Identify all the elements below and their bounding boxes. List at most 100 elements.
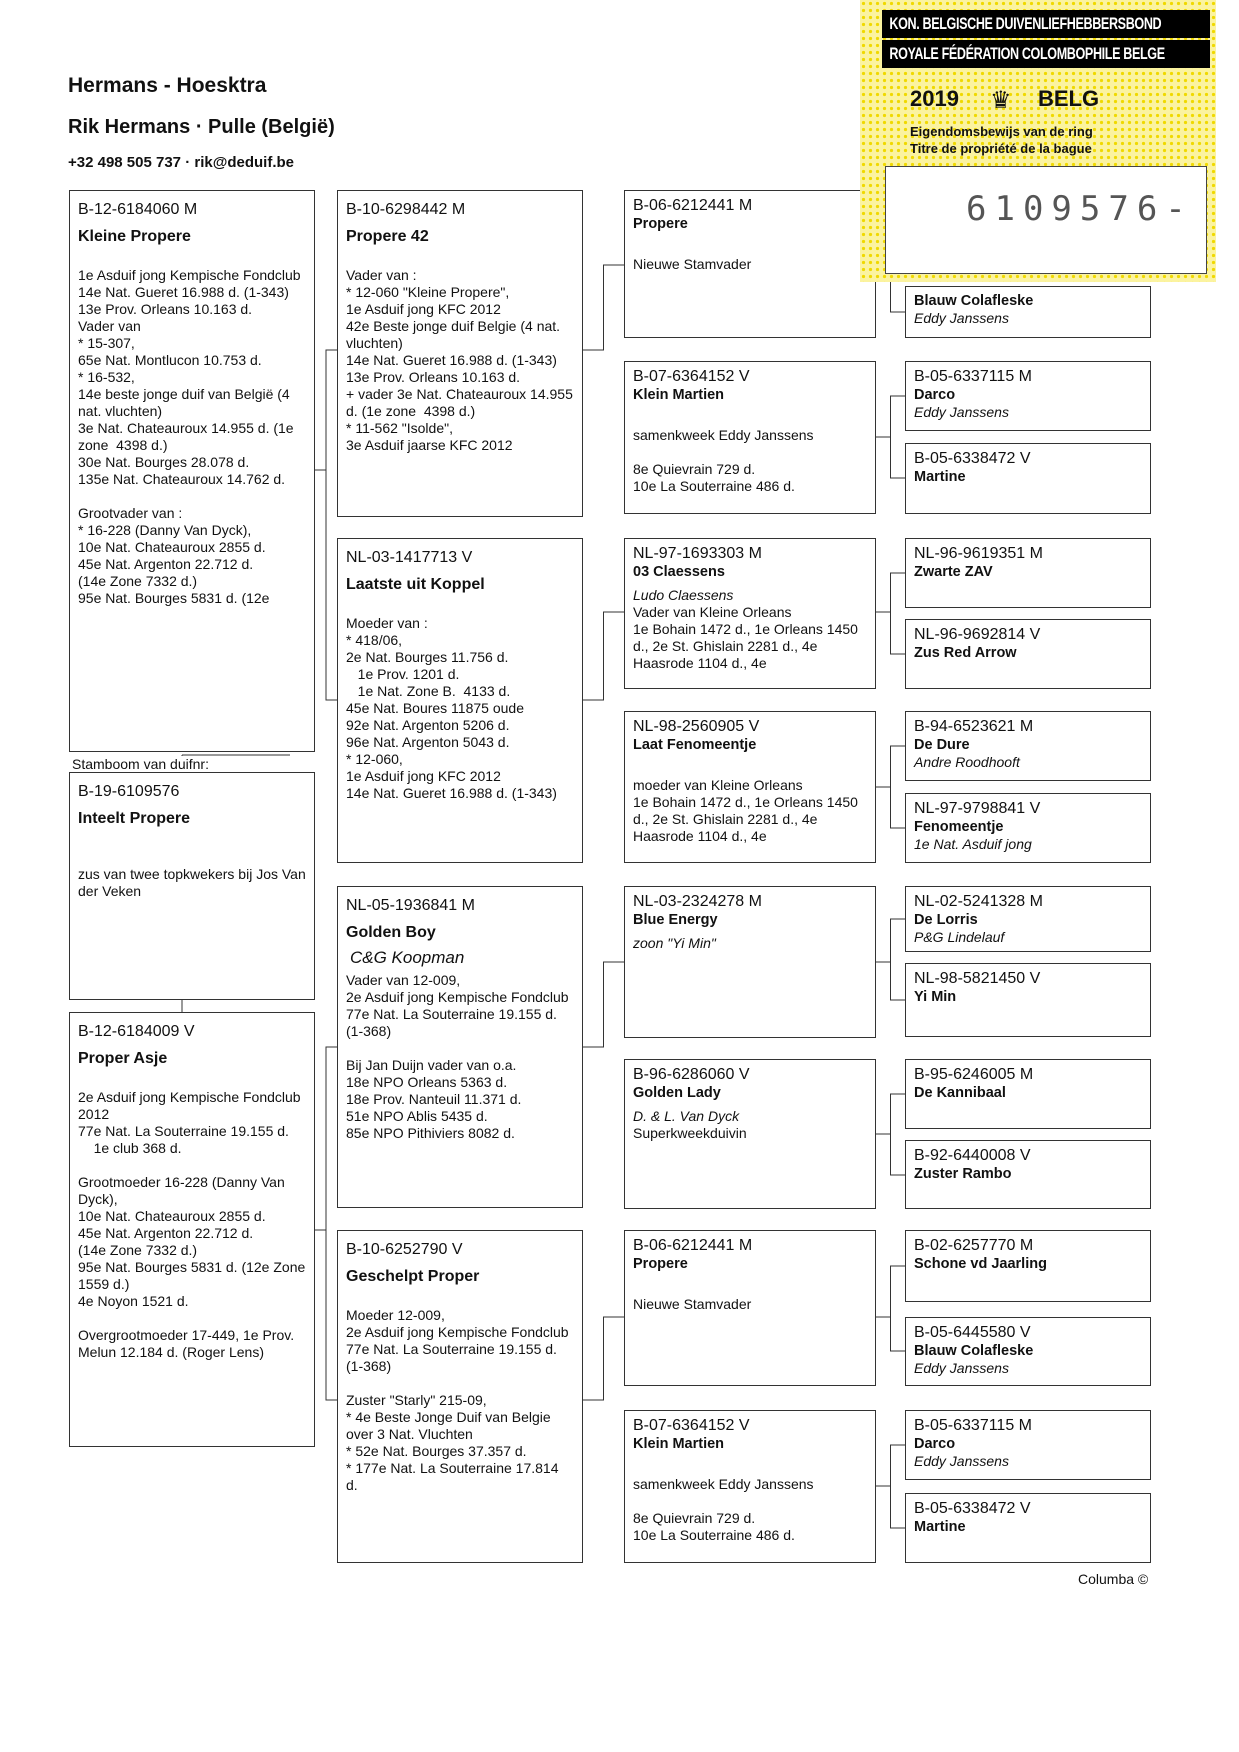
result-line: Moeder van : xyxy=(346,615,428,631)
result-line: Moeder 12-009, xyxy=(346,1307,445,1323)
ring-number: NL-96-9692814 V xyxy=(914,626,1041,643)
result-line: 1e Asduif jong KFC 2012 xyxy=(346,301,501,317)
pigeon-name: Klein Martien xyxy=(633,1436,725,1452)
spacer xyxy=(633,1459,867,1476)
spacer xyxy=(78,1310,306,1327)
crown-icon: ♛ xyxy=(990,87,1012,114)
breeder-note: P&G Lindelauf xyxy=(914,929,1005,945)
result-line: * 12-060, xyxy=(346,751,403,767)
result-line: * 12-060 "Kleine Propere", xyxy=(346,284,510,300)
pigeon-box: B-02-6257770 M Schone vd Jaarling xyxy=(905,1230,1151,1302)
result-line: * 4e Beste Jonge Duif van Belgie over 3 … xyxy=(346,1409,555,1442)
ring-number: B-12-6184009 V xyxy=(78,1023,195,1040)
pigeon-box: B-06-6212441 M Propere Nieuwe Stamvader xyxy=(624,1230,876,1386)
result-line: * 52e Nat. Bourges 37.357 d. xyxy=(346,1443,527,1459)
result-line: 10e La Souterraine 486 d. xyxy=(633,1527,795,1543)
spacer xyxy=(633,444,867,461)
result-line: 92e Nat. Argenton 5206 d. xyxy=(346,717,510,733)
ring-number: B-96-6286060 V xyxy=(633,1066,750,1083)
pigeon-box: B-96-6286060 V Golden Lady D. & L. Van Dyc… xyxy=(624,1059,876,1209)
pigeon-box: B-95-6246005 M De Kannibaal xyxy=(905,1059,1151,1129)
ring-number: NL-96-9619351 M xyxy=(914,545,1043,562)
pigeon-name: Laatste uit Koppel xyxy=(346,576,485,593)
result-line: Bij Jan Duijn vader van o.a. xyxy=(346,1057,517,1073)
result-line: Vader van 12-009, xyxy=(346,972,461,988)
pigeon-name: Inteelt Propere xyxy=(78,810,191,827)
pigeon-box: B-92-6440008 V Zuster Rambo xyxy=(905,1140,1151,1209)
pigeon-name: Darco xyxy=(914,387,956,403)
result-line: + vader 3e Nat. Chateauroux 14.955 d. (1… xyxy=(346,386,577,419)
stamp-text-nl: Eigendomsbewijs van de ring xyxy=(910,124,1093,139)
pigeon-box: B-05-6337115 M Darco Eddy Janssens xyxy=(905,361,1151,431)
pigeon-name: Zwarte ZAV xyxy=(914,564,993,580)
pigeon-box: NL-96-9692814 V Zus Red Arrow xyxy=(905,619,1151,689)
ring-number: B-05-6445580 V xyxy=(914,1324,1031,1341)
spacer xyxy=(633,1279,867,1296)
spacer xyxy=(633,1493,867,1510)
ring-number: B-92-6440008 V xyxy=(914,1147,1031,1164)
result-line: 3e Nat. Chateauroux 14.955 d. (1e zone 4… xyxy=(78,420,298,453)
pigeon-name: Propere 42 xyxy=(346,228,429,245)
pedigree-title: Hermans - Hoesktra xyxy=(68,74,267,97)
stamp-text-fr: Titre de propriété de la bague xyxy=(910,141,1092,156)
result-line: 2e Asduif jong Kempische Fondclub 2012 xyxy=(78,1089,305,1122)
result-line: moeder van Kleine Orleans xyxy=(633,777,803,793)
result-line: 13e Prov. Orleans 10.163 d. xyxy=(78,301,253,317)
breeder-note: 1e Nat. Asduif jong xyxy=(914,836,1032,852)
owner-location: Rik Hermans · Pulle (België) xyxy=(68,116,335,138)
pigeon-box: NL-97-9798841 V Fenomeentje 1e Nat. Asduif… xyxy=(905,793,1151,863)
breeder-note: C&G Koopman xyxy=(350,948,465,967)
ring-number: B-06-6212441 M xyxy=(633,197,753,214)
pigeon-box: B-05-6338472 V Martine xyxy=(905,443,1151,514)
result-line: 96e Nat. Argenton 5043 d. xyxy=(346,734,510,750)
stamp-year: 2019 xyxy=(910,86,959,111)
pigeon-name: De Dure xyxy=(914,737,970,753)
result-line: 95e Nat. Bourges 5831 d. (12e Zone 1559 … xyxy=(78,1259,310,1292)
result-line: 13e Prov. Orleans 10.163 d. xyxy=(346,369,521,385)
result-line: * 177e Nat. La Souterraine 17.814 d. xyxy=(346,1460,563,1493)
ring-number: NL-02-5241328 M xyxy=(914,893,1043,910)
pigeon-box: B-06-6212441 M Propere Nieuwe Stamvader xyxy=(624,190,876,338)
result-line: 1e Asduif jong KFC 2012 xyxy=(346,768,501,784)
stamp-bar-2: ROYALE FÉDÉRATION COLOMBOPHILE BELGE xyxy=(882,40,1210,68)
footer-copyright: Columba © xyxy=(1078,1571,1149,1587)
ring-number: B-19-6109576 xyxy=(78,783,180,800)
ring-number: B-05-6338472 V xyxy=(914,450,1031,467)
pigeon-box: NL-98-5821450 V Yi Min xyxy=(905,963,1151,1037)
result-line: 77e Nat. La Souterraine 19.155 d. (1-368… xyxy=(346,1341,561,1374)
pigeon-name: Fenomeentje xyxy=(914,819,1004,835)
breeder-note: Eddy Janssens xyxy=(914,1360,1009,1376)
spacer xyxy=(633,410,867,427)
spacer xyxy=(633,760,867,777)
result-line: 45e Nat. Argenton 22.712 d. xyxy=(78,1225,254,1241)
breeder-note: Eddy Janssens xyxy=(914,404,1009,420)
ring-number: NL-97-1693303 M xyxy=(633,545,762,562)
result-line: 4e Noyon 1521 d. xyxy=(78,1293,189,1309)
result-line: zus van twee topkwekers bij Jos Van der … xyxy=(78,866,310,899)
result-line: 18e Prov. Nanteuil 11.371 d. xyxy=(346,1091,522,1107)
result-line: 77e Nat. La Souterraine 19.155 d. (1-368… xyxy=(346,1006,561,1039)
result-line: 18e NPO Orleans 5363 d. xyxy=(346,1074,508,1090)
ring-number: B-94-6523621 M xyxy=(914,718,1034,735)
result-line: Vader van : xyxy=(346,267,417,283)
pigeon-name: Schone vd Jaarling xyxy=(914,1256,1047,1272)
spacer xyxy=(78,488,306,505)
stamp-country: BELG xyxy=(1038,86,1100,111)
pigeon-box: NL-05-1936841 M Golden Boy C&G Koopman Vade… xyxy=(337,886,583,1208)
result-line: 3e Asduif jaarse KFC 2012 xyxy=(346,437,513,453)
pigeon-name: Klein Martien xyxy=(633,387,725,403)
pigeon-box: B-12-6184009 V Proper Asje 2e Asduif jong … xyxy=(69,1012,315,1447)
ring-number: B-05-6337115 M xyxy=(914,368,1032,385)
ring-number: B-05-6337115 M xyxy=(914,1417,1032,1434)
pigeon-box: B-94-6523621 M De Dure Andre Roodhooft xyxy=(905,711,1151,781)
breeder-note: Andre Roodhooft xyxy=(914,754,1020,770)
pigeon-name: 03 Claessens xyxy=(633,564,725,580)
pigeon-box: B-12-6184060 M Kleine Propere 1e Asduif jo… xyxy=(69,190,315,752)
result-line: * 16-228 (Danny Van Dyck), xyxy=(78,522,252,538)
pigeon-box: NL-98-2560905 V Laat Fenomeentje moeder va… xyxy=(624,711,876,863)
pigeon-name: Propere xyxy=(633,216,688,232)
result-line: 10e Nat. Chateauroux 2855 d. xyxy=(78,539,266,555)
result-line: 95e Nat. Bourges 5831 d. (12e xyxy=(78,590,270,606)
pigeon-name: Darco xyxy=(914,1436,956,1452)
